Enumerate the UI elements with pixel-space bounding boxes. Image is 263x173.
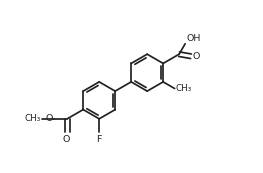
- Text: O: O: [193, 52, 200, 61]
- Text: CH₃: CH₃: [24, 114, 41, 123]
- Text: O: O: [45, 114, 53, 123]
- Text: O: O: [63, 135, 70, 144]
- Text: OH: OH: [186, 34, 201, 43]
- Text: CH₃: CH₃: [176, 84, 192, 93]
- Text: F: F: [97, 135, 102, 144]
